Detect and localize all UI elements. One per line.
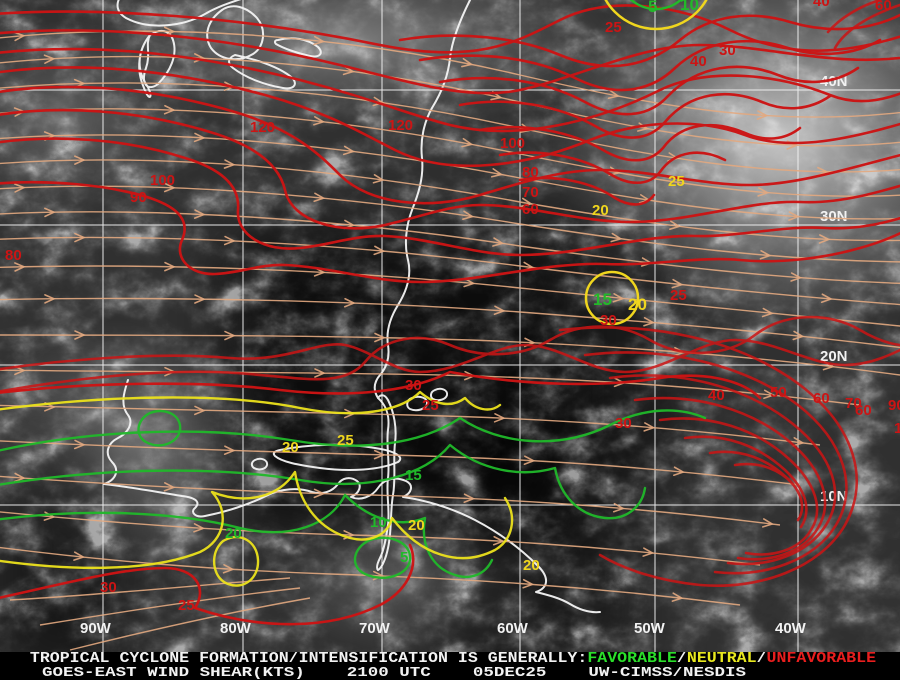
- svg-text:120: 120: [388, 117, 413, 134]
- svg-text:20: 20: [225, 525, 242, 542]
- svg-text:30: 30: [600, 312, 617, 329]
- svg-text:50: 50: [770, 384, 787, 401]
- svg-text:10: 10: [894, 420, 900, 437]
- svg-text:25: 25: [670, 287, 687, 304]
- svg-text:25: 25: [668, 173, 685, 190]
- svg-text:25: 25: [605, 19, 622, 36]
- svg-text:15: 15: [405, 467, 422, 484]
- svg-text:40: 40: [813, 0, 830, 10]
- svg-text:90: 90: [888, 397, 900, 414]
- svg-text:25: 25: [337, 432, 354, 449]
- svg-text:10: 10: [680, 0, 699, 14]
- svg-text:60: 60: [855, 402, 872, 419]
- svg-text:30: 30: [100, 579, 117, 596]
- svg-text:40: 40: [708, 387, 725, 404]
- svg-text:25: 25: [178, 597, 195, 614]
- svg-text:20: 20: [523, 557, 540, 574]
- svg-text:20: 20: [628, 295, 647, 314]
- svg-text:80: 80: [5, 247, 22, 264]
- svg-text:100: 100: [500, 135, 525, 152]
- svg-text:20: 20: [408, 517, 425, 534]
- svg-text:30: 30: [615, 415, 632, 432]
- svg-text:120: 120: [250, 119, 275, 136]
- svg-text:60: 60: [875, 0, 892, 14]
- svg-text:5: 5: [648, 0, 657, 16]
- svg-text:20: 20: [592, 202, 609, 219]
- svg-text:100: 100: [150, 172, 175, 189]
- svg-text:30: 30: [719, 42, 736, 59]
- svg-text:30: 30: [405, 377, 422, 394]
- svg-text:20: 20: [282, 439, 299, 456]
- svg-text:90: 90: [130, 189, 147, 206]
- svg-text:40: 40: [690, 53, 707, 70]
- svg-text:60: 60: [813, 390, 830, 407]
- svg-text:70: 70: [522, 184, 539, 201]
- svg-text:10: 10: [370, 514, 387, 531]
- svg-text:5: 5: [400, 549, 408, 566]
- svg-text:25: 25: [422, 397, 439, 414]
- svg-text:60: 60: [522, 201, 539, 218]
- svg-text:15: 15: [593, 290, 612, 309]
- svg-text:80: 80: [522, 164, 539, 181]
